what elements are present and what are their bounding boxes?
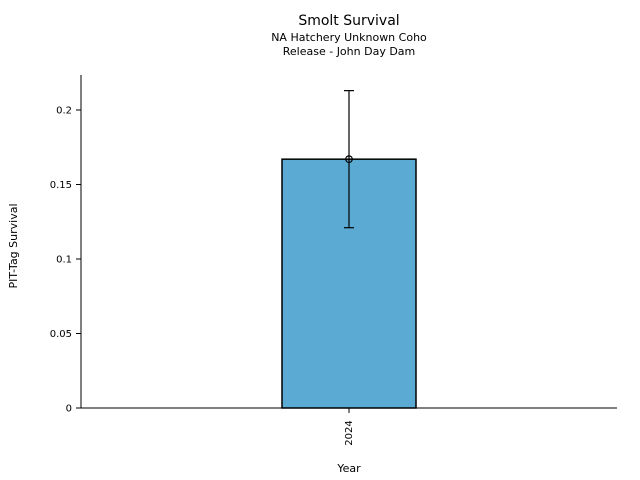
y-tick-label: 0.1 [56, 255, 72, 266]
y-tick-label: 0.05 [50, 329, 72, 340]
y-tick-label: 0.15 [50, 180, 72, 191]
data-point-marker [345, 155, 353, 164]
x-axis-label: Year [336, 462, 361, 475]
chart-subtitle-line2: Release - John Day Dam [283, 45, 416, 58]
chart-subtitle-line1: NA Hatchery Unknown Coho [271, 31, 427, 44]
y-axis-label: PIT-Tag Survival [7, 203, 20, 288]
y-tick-label: 0 [66, 404, 72, 415]
plot-area: 2024 0 0.05 0.1 0.15 0.2 [50, 75, 617, 446]
chart-title: Smolt Survival [298, 13, 399, 29]
x-tick-label: 2024 [344, 420, 355, 445]
y-tick-label: 0.2 [56, 106, 72, 117]
